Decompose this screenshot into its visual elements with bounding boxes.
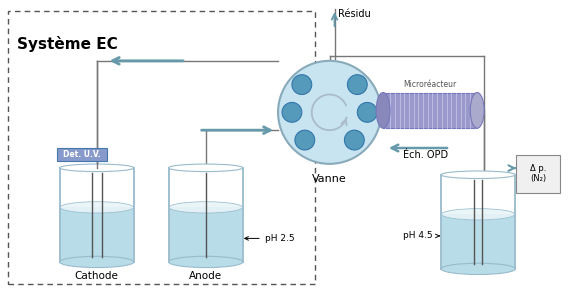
Text: Δ p.
(N₂): Δ p. (N₂) [530, 164, 546, 184]
Ellipse shape [169, 164, 243, 172]
Ellipse shape [60, 256, 134, 268]
Text: Det. U.V.: Det. U.V. [63, 150, 101, 159]
Bar [7, 11, 315, 284]
Ellipse shape [60, 202, 133, 213]
Text: pH 2.5: pH 2.5 [245, 234, 294, 243]
Ellipse shape [60, 164, 134, 172]
Bar [57, 148, 107, 161]
Bar [383, 93, 477, 128]
Bar [442, 214, 515, 269]
Circle shape [282, 102, 302, 122]
Circle shape [278, 61, 381, 164]
Text: Système EC: Système EC [17, 36, 117, 52]
Ellipse shape [470, 93, 484, 128]
Circle shape [292, 75, 312, 94]
Text: Cathode: Cathode [75, 271, 119, 281]
Ellipse shape [376, 93, 390, 128]
Bar [169, 207, 242, 262]
Circle shape [357, 102, 377, 122]
Circle shape [295, 130, 315, 150]
Circle shape [347, 75, 367, 94]
Text: Vanne: Vanne [312, 174, 347, 184]
Text: Anode: Anode [189, 271, 222, 281]
Text: Microréacteur: Microréacteur [404, 80, 457, 89]
Circle shape [344, 130, 364, 150]
Ellipse shape [442, 208, 515, 220]
Ellipse shape [441, 263, 515, 274]
Ellipse shape [169, 202, 242, 213]
Text: pH 4.5: pH 4.5 [404, 231, 439, 241]
Ellipse shape [169, 256, 243, 268]
Bar [60, 207, 133, 262]
Text: Résidu: Résidu [339, 9, 371, 19]
Ellipse shape [441, 171, 515, 178]
Text: Éch. OPD: Éch. OPD [402, 150, 448, 160]
Bar [516, 155, 560, 192]
